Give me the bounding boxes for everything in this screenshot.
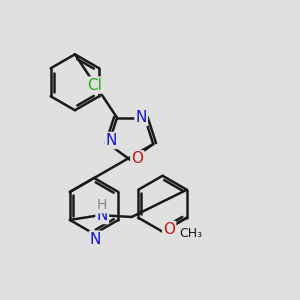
Text: N: N: [90, 232, 101, 247]
Text: Cl: Cl: [87, 78, 102, 93]
Text: O: O: [163, 222, 175, 237]
Text: N: N: [136, 110, 147, 125]
Text: N: N: [97, 208, 108, 223]
Text: H: H: [97, 198, 107, 212]
Text: CH₃: CH₃: [179, 227, 203, 240]
Text: N: N: [106, 133, 117, 148]
Text: O: O: [131, 151, 143, 166]
